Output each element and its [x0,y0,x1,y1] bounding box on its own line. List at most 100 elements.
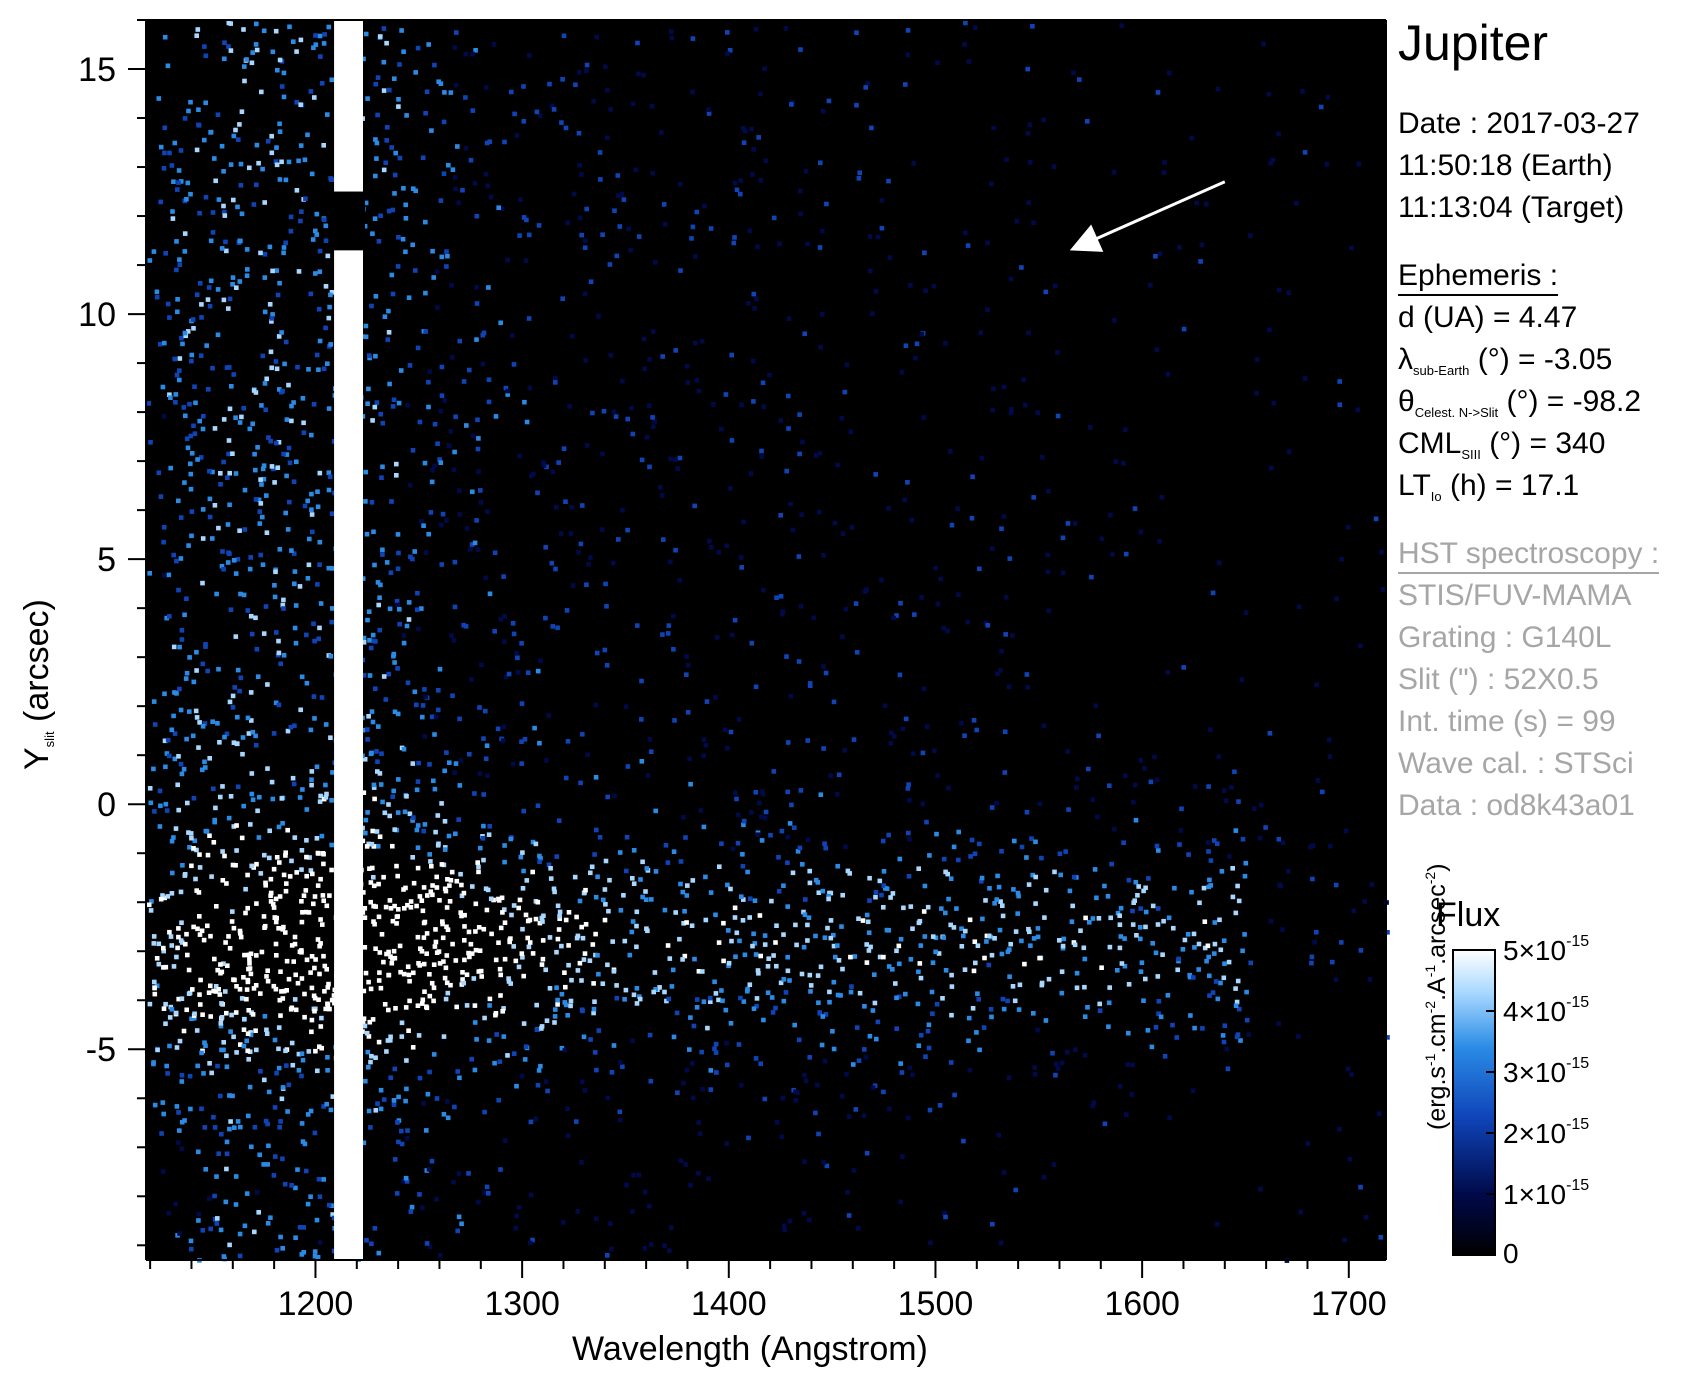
flux-pixel [734,796,739,802]
flux-pixel [296,1068,302,1073]
flux-pixel [162,125,168,131]
flux-pixel [316,306,322,312]
flux-pixel [749,640,755,646]
flux-pixel [190,987,195,992]
flux-pixel [668,559,673,565]
flux-pixel [549,103,555,109]
flux-pixel [872,972,877,977]
flux-pixel [441,959,446,964]
flux-pixel [940,996,945,1001]
flux-pixel [279,796,285,801]
flux-pixel [173,400,178,405]
flux-pixel [214,1174,219,1179]
flux-pixel [313,271,318,276]
flux-pixel [824,1163,830,1169]
flux-pixel [271,1173,277,1178]
flux-pixel [433,714,439,720]
flux-pixel [396,1094,401,1100]
flux-pixel [696,1120,701,1125]
flux-pixel [1077,77,1082,82]
flux-pixel [949,972,954,978]
flux-pixel [158,199,163,205]
flux-pixel [401,971,407,977]
flux-pixel [1153,254,1158,259]
flux-pixel [685,662,691,668]
flux-pixel [320,922,325,927]
flux-pixel [506,671,512,677]
flux-pixel [261,463,267,468]
flux-pixel [1091,1100,1096,1105]
flux-pixel [438,460,444,465]
flux-pixel [651,989,656,995]
flux-pixel [174,372,180,378]
flux-pixel [267,302,273,307]
flux-pixel [301,420,306,426]
flux-pixel [243,886,248,892]
colorbar-tick-label: 2×10-15 [1503,1116,1590,1149]
flux-pixel [535,899,541,905]
flux-pixel [389,960,395,966]
flux-pixel [621,893,626,898]
flux-pixel [577,215,583,221]
flux-pixel [644,434,650,440]
flux-pixel [1097,1001,1102,1007]
flux-pixel [371,529,376,535]
flux-pixel [365,401,370,406]
flux-pixel [221,1040,226,1045]
flux-pixel [1106,1000,1112,1006]
flux-pixel [391,653,396,659]
flux-pixel [242,952,247,958]
flux-pixel [992,901,997,906]
flux-pixel [523,1044,529,1049]
flux-pixel [147,258,153,263]
flux-pixel [257,521,263,526]
flux-pixel [422,734,428,739]
flux-pixel [647,1032,653,1038]
flux-pixel [326,470,332,475]
flux-pixel [460,970,465,975]
flux-pixel [373,81,378,87]
flux-pixel [1381,587,1386,592]
flux-pixel [614,983,619,988]
flux-pixel [1041,723,1047,729]
flux-pixel [1263,825,1268,830]
flux-pixel [396,1139,401,1145]
flux-pixel [999,951,1005,957]
flux-pixel [191,679,197,685]
flux-pixel [381,167,387,173]
flux-pixel [302,991,307,997]
flux-pixel [559,1045,565,1051]
flux-pixel [903,716,909,722]
flux-pixel [1286,449,1292,454]
flux-pixel [851,737,857,742]
flux-pixel [362,223,368,229]
flux-pixel [787,1218,793,1224]
flux-pixel [905,28,911,33]
flux-pixel [162,895,167,901]
flux-pixel [1215,996,1221,1002]
flux-pixel [210,469,215,475]
flux-pixel [1094,895,1099,901]
flux-pixel [628,247,633,253]
flux-pixel [231,925,237,931]
flux-pixel [1132,898,1137,903]
flux-pixel [309,777,314,782]
flux-pixel [281,70,287,76]
flux-pixel [553,1007,558,1012]
flux-pixel [732,790,738,796]
flux-pixel [176,934,181,940]
flux-pixel [661,537,666,542]
flux-pixel [202,137,207,143]
flux-pixel [1083,915,1088,921]
flux-pixel [998,899,1003,904]
flux-pixel [550,469,556,475]
flux-pixel [442,90,447,95]
flux-pixel [870,1008,876,1013]
flux-pixel [177,1128,182,1133]
flux-pixel [1150,941,1155,946]
flux-pixel [299,899,304,904]
flux-pixel [189,863,194,869]
flux-pixel [430,467,435,473]
flux-pixel [994,897,999,902]
flux-pixel [459,913,464,919]
